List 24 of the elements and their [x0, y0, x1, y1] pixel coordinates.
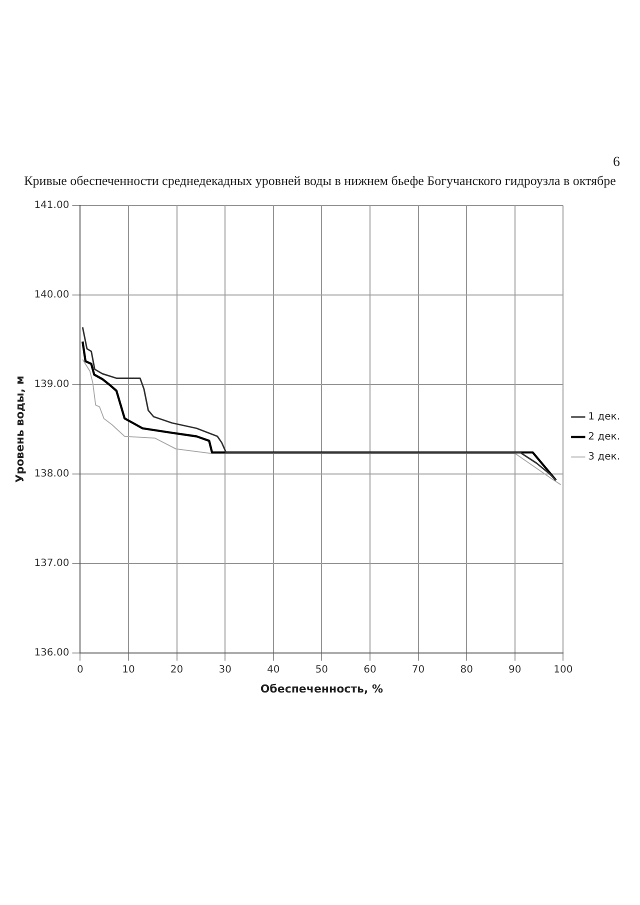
x-tick-label: 40 — [267, 664, 280, 676]
x-axis-title: Обеспеченность, % — [260, 682, 384, 696]
legend-label: 3 дек. — [588, 452, 620, 463]
chart-title: Кривые обеспеченности среднедекадных уровней воды в нижнем бьефе Богучанского гидроузла в октябре — [24, 173, 616, 188]
y-tick-label: 140.00 — [34, 290, 70, 301]
legend-label: 1 дек. — [588, 412, 620, 423]
y-tick-label: 136.00 — [34, 647, 70, 658]
y-axis-title: Уровень воды, м — [13, 376, 26, 483]
x-tick-label: 70 — [412, 664, 425, 676]
x-tick-label: 20 — [170, 664, 184, 676]
legend-label: 2 дек. — [588, 432, 620, 443]
y-tick-label: 141.00 — [34, 200, 70, 212]
x-tick-label: 0 — [77, 664, 84, 676]
x-tick-label: 80 — [460, 664, 473, 676]
x-tick-label: 90 — [508, 664, 522, 676]
y-tick-label: 137.00 — [34, 558, 70, 569]
x-tick-label: 100 — [554, 664, 573, 676]
x-tick-label: 50 — [315, 664, 328, 676]
x-tick-label: 30 — [218, 664, 232, 676]
y-tick-label: 138.00 — [34, 468, 70, 480]
x-tick-label: 10 — [122, 664, 135, 676]
x-tick-label: 60 — [364, 664, 376, 676]
text: 6 — [613, 155, 620, 170]
y-tick-label: 139.00 — [34, 379, 70, 390]
